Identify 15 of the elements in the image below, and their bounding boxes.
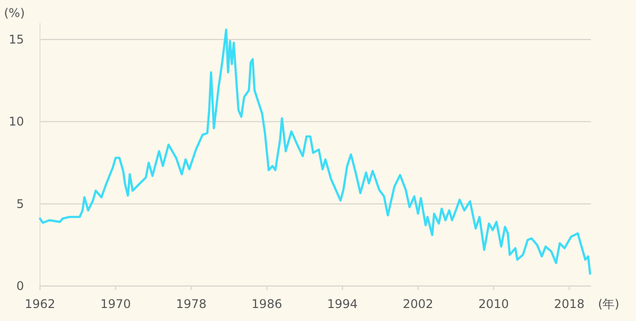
line-series <box>38 28 592 275</box>
x-tick-label: 1970 <box>100 297 131 311</box>
x-tick-label: 1962 <box>24 297 56 311</box>
y-tick-label: 15 <box>8 32 24 46</box>
x-axis-title: (年) <box>598 297 620 311</box>
y-axis-title: (%) <box>4 6 25 20</box>
x-tick-label: 2002 <box>402 297 434 311</box>
x-tick-label: 1994 <box>327 297 358 311</box>
y-tick-label: 5 <box>16 196 24 211</box>
y-tick-label: 0 <box>16 279 24 293</box>
x-tick-label: 1986 <box>252 297 282 311</box>
x-tick-label: 2018 <box>554 297 585 311</box>
x-tick-label: 1978 <box>176 297 206 311</box>
y-tick-label: 10 <box>8 114 24 129</box>
x-tick-label: 2010 <box>478 297 509 311</box>
